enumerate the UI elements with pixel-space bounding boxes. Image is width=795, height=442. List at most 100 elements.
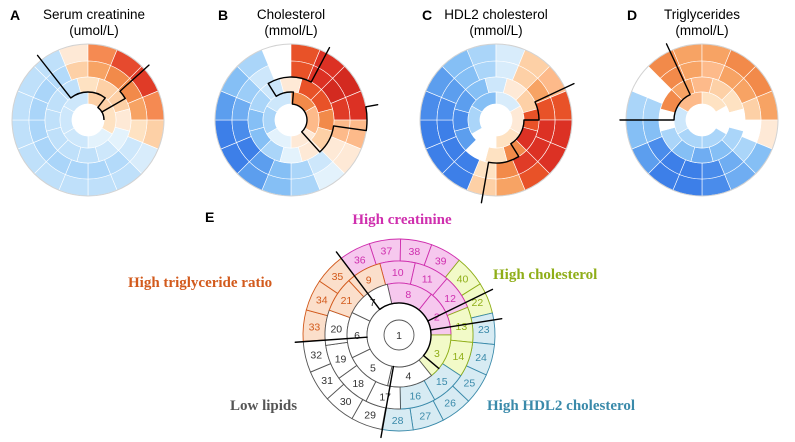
panel-e-letter: E xyxy=(205,209,214,225)
cluster-cell-2-label: 2 xyxy=(434,311,440,323)
cluster-center xyxy=(383,319,415,351)
cluster-cell-26-label: 26 xyxy=(444,398,456,410)
cluster-cell-11-label: 11 xyxy=(422,273,433,285)
cluster-cell-21-label: 21 xyxy=(341,295,353,307)
disk-a-outline xyxy=(11,43,165,197)
disk-c xyxy=(419,43,573,197)
border-line xyxy=(291,91,295,105)
cluster-cell-20-label: 20 xyxy=(330,323,342,335)
cluster-cell-27-label: 27 xyxy=(419,411,431,423)
cluster-cell-25-label: 25 xyxy=(464,377,476,389)
border-line xyxy=(365,104,379,108)
panel-b-unit: (mmol/L) xyxy=(264,23,317,38)
cluster-cell-5-label: 5 xyxy=(370,363,376,375)
group-label-high-triglyceride: High triglyceride ratio xyxy=(128,275,272,291)
cluster-cell-8-label: 8 xyxy=(405,289,411,301)
cluster-cell-19-label: 19 xyxy=(335,353,347,365)
border-arc xyxy=(488,155,520,164)
cluster-cell-28-label: 28 xyxy=(392,415,404,427)
disk-d-center xyxy=(685,103,719,137)
cluster-cell-4-label: 4 xyxy=(406,371,412,383)
cluster-cell-29-label: 29 xyxy=(364,410,376,422)
cluster-cell-23-label: 23 xyxy=(478,324,490,336)
cluster-cell-6-label: 6 xyxy=(354,330,360,342)
panel-c-letter: C xyxy=(422,7,432,23)
cluster-cell-35-label: 35 xyxy=(332,271,344,283)
group-label-high-creatinine: High creatinine xyxy=(352,212,452,228)
cluster-cell-24-label: 24 xyxy=(475,352,487,364)
cluster-cell-15-label: 15 xyxy=(436,376,448,388)
cluster-cell-40-label: 40 xyxy=(457,273,469,285)
heatmap-disks xyxy=(11,43,779,197)
border-line xyxy=(101,97,126,113)
panel-d-title: Triglycerides xyxy=(664,7,740,22)
group-label-high-hdl2: High HDL2 cholesterol xyxy=(487,398,635,414)
disk-c-outline xyxy=(419,43,573,197)
cluster-cell-30-label: 30 xyxy=(340,396,352,408)
cluster-cell-17-label: 17 xyxy=(379,391,391,403)
border-c xyxy=(480,82,575,204)
border-b xyxy=(267,46,379,153)
cluster-cell-38-label: 38 xyxy=(409,246,421,258)
boundary-line xyxy=(422,354,440,370)
cluster-cell-3-label: 3 xyxy=(434,348,440,360)
border-line xyxy=(534,82,575,103)
cluster-cell-34-label: 34 xyxy=(316,294,328,306)
border-line xyxy=(97,97,106,109)
cluster-borders xyxy=(36,43,691,204)
border-line xyxy=(36,54,72,99)
disk-d xyxy=(625,43,779,197)
disk-b xyxy=(214,43,368,197)
border-arc xyxy=(673,93,691,121)
panel-c-title: HDL2 cholesterol xyxy=(444,7,548,22)
border-arc xyxy=(97,106,105,121)
border-arc xyxy=(292,103,308,133)
panel-b-letter: B xyxy=(218,7,228,23)
panel-a-letter: A xyxy=(10,7,20,23)
boundary-line xyxy=(380,365,395,439)
group-label-low-lipids: Low lipids xyxy=(230,398,297,414)
border-line xyxy=(267,82,277,97)
border-arc xyxy=(70,91,106,99)
boundary-line xyxy=(427,288,494,322)
panel-b-title: Cholesterol xyxy=(257,7,325,22)
cluster-cell-13-label: 13 xyxy=(456,321,468,333)
border-arc xyxy=(267,76,312,85)
panel-d-letter: D xyxy=(627,7,637,23)
cluster-boundaries xyxy=(294,251,503,439)
group-label-high-cholesterol: High cholesterol xyxy=(493,267,597,283)
disk-c-center xyxy=(479,103,513,137)
cluster-cell-10: 10 xyxy=(379,260,416,286)
cluster-cell-23: 23 xyxy=(470,312,496,346)
cluster-cell-7-label: 7 xyxy=(370,297,376,309)
cluster-cell-18-label: 18 xyxy=(352,378,364,390)
border-line xyxy=(119,64,150,92)
border-a xyxy=(36,54,150,121)
boundary-arc xyxy=(379,302,432,357)
border-line xyxy=(310,46,331,83)
cluster-cell-33-label: 33 xyxy=(309,321,321,333)
cluster-cell-32-label: 32 xyxy=(310,349,322,361)
cluster-cell-36-label: 36 xyxy=(354,254,366,266)
panel-a-title: Serum creatinine xyxy=(43,7,145,22)
cluster-cell-1-label: 1 xyxy=(396,330,402,342)
border-arc xyxy=(319,125,335,153)
cluster-cell-9-label: 9 xyxy=(366,275,372,287)
cluster-cell-10-label: 10 xyxy=(392,267,404,279)
cluster-cell-31-label: 31 xyxy=(321,375,333,387)
boundary-line xyxy=(429,318,503,331)
panel-a-unit: (umol/L) xyxy=(69,23,119,38)
cluster-cell-28: 28 xyxy=(381,407,414,432)
cluster-cell-22-label: 22 xyxy=(472,297,484,309)
cluster-cell-12-label: 12 xyxy=(444,293,456,305)
cluster-cell-39-label: 39 xyxy=(435,256,447,268)
boundary-line xyxy=(294,336,368,343)
border-line xyxy=(332,125,367,132)
cluster-cell-16-label: 16 xyxy=(409,391,421,403)
border-d xyxy=(619,43,691,121)
cluster-cell-14-label: 14 xyxy=(452,351,464,363)
border-line xyxy=(665,43,691,96)
disk-a xyxy=(11,43,165,197)
